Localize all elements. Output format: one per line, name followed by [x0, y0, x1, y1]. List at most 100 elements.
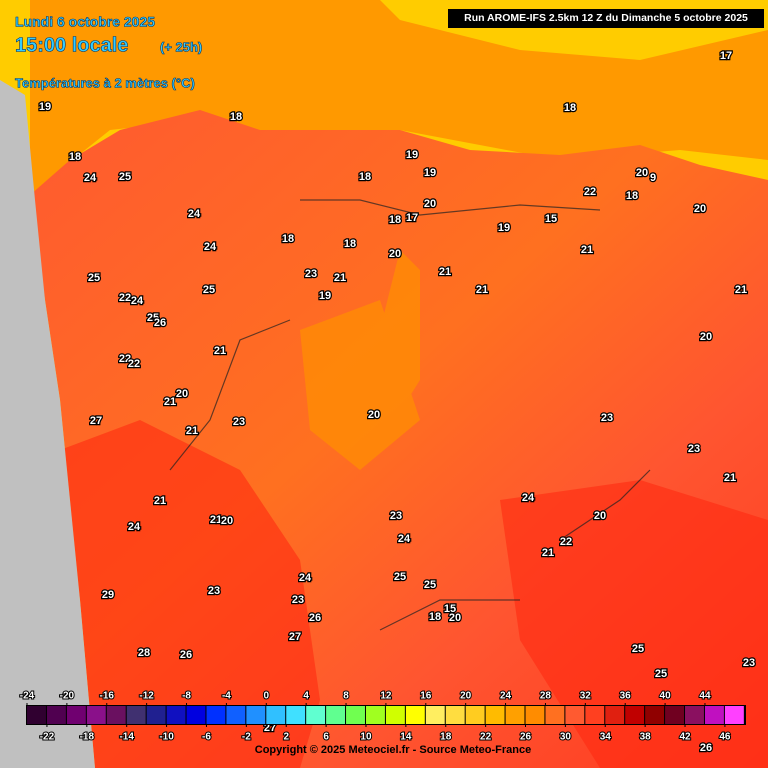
temperature-label: 21 — [154, 495, 166, 507]
colorbar-label: 20 — [460, 691, 472, 702]
colorbar-label: 6 — [323, 732, 329, 743]
field-name: Températures à 2 mètres (°C) — [15, 75, 195, 90]
forecast-time: 15:00 locale — [15, 34, 128, 56]
colorbar-label: -18 — [80, 732, 95, 743]
temperature-label: 26 — [180, 649, 192, 661]
temperature-label: 24 — [84, 172, 97, 184]
temperature-label: 22 — [584, 186, 596, 198]
temperature-label: 21 — [724, 472, 736, 484]
color-swatch — [246, 706, 266, 724]
temperature-label: 29 — [102, 589, 114, 601]
temperature-label: 21 — [476, 284, 488, 296]
temperature-label: 23 — [390, 510, 402, 522]
colorbar-label: 46 — [719, 732, 731, 743]
color-swatch — [206, 706, 226, 724]
temperature-label: 18 — [626, 190, 638, 202]
colorbar-label: 0 — [263, 691, 269, 702]
color-swatch — [286, 706, 306, 724]
temperature-label: 20 — [700, 331, 712, 343]
temperature-label: 18 — [359, 171, 371, 183]
temperature-label: 25 — [655, 668, 667, 680]
color-swatch — [385, 706, 405, 724]
colorbar-label: 44 — [699, 691, 711, 702]
temperature-label: 26 — [154, 317, 166, 329]
colorbar-label: -20 — [60, 691, 75, 702]
temperature-label: 22 — [128, 358, 140, 370]
temperature-label: 18 — [69, 151, 81, 163]
run-box — [448, 9, 764, 28]
colorbar-label: 12 — [380, 691, 392, 702]
temperature-label: 23 — [743, 657, 755, 669]
temperature-label: 21 — [186, 425, 198, 437]
color-swatch — [645, 706, 665, 724]
temperature-label: 24 — [299, 572, 312, 584]
temperature-label: 24 — [188, 208, 201, 220]
temperature-label: 19 — [498, 222, 510, 234]
colorbar-label: -12 — [139, 691, 154, 702]
temperature-label: 25 — [88, 272, 100, 284]
contour — [169, 199, 651, 631]
color-swatch — [306, 706, 326, 724]
color-swatch — [146, 706, 166, 724]
temperature-label: 20 — [594, 510, 606, 522]
color-swatch — [445, 706, 465, 724]
color-swatch — [46, 706, 66, 724]
colorbar-label: 34 — [600, 732, 612, 743]
color-swatch — [685, 706, 704, 724]
temperature-label: 17 — [406, 212, 418, 224]
temperature-label: 24 — [204, 241, 217, 253]
cool-plateau — [300, 250, 420, 470]
temperature-label: 21 — [210, 514, 222, 526]
temperature-label: 24 — [522, 492, 535, 504]
colorbar-label: 10 — [360, 732, 372, 743]
colorbar-label: 32 — [580, 691, 592, 702]
temperature-label: 26 — [700, 742, 712, 754]
temperature-label: 21 — [581, 244, 593, 256]
warm-zone — [60, 420, 768, 768]
colorbar-label: 4 — [303, 691, 309, 702]
temperature-label: 25 — [119, 171, 131, 183]
temperature-label: 17 — [720, 50, 732, 62]
temperature-label: 21 — [439, 266, 451, 278]
colorbar-label: 8 — [343, 691, 349, 702]
color-swatch — [704, 706, 724, 724]
temperature-label: 23 — [305, 268, 317, 280]
sea-warm-band — [0, 0, 768, 200]
colorbar-label: -10 — [159, 732, 174, 743]
color-swatch — [86, 706, 106, 724]
color-swatch — [266, 706, 286, 724]
temperature-label: 23 — [601, 412, 613, 424]
temperature-label: 20 — [449, 612, 461, 624]
colorbar-label: 38 — [640, 732, 652, 743]
color-swatch — [465, 706, 485, 724]
run-label: Run AROME-IFS 2.5km 12 Z du Dimanche 5 o… — [464, 12, 748, 24]
colorbar-label: -24 — [20, 691, 35, 702]
copyright: Copyright © 2025 Meteociel.fr - Source M… — [255, 744, 531, 756]
temperature-label: 23 — [688, 443, 700, 455]
temperature-label: 25 — [203, 284, 215, 296]
colorbar-label: 40 — [660, 691, 672, 702]
colorbar-label: -4 — [222, 691, 231, 702]
temperature-label: 18 — [230, 111, 242, 123]
color-swatch — [346, 706, 365, 724]
color-swatch — [405, 706, 425, 724]
forecast-date: Lundi 6 octobre 2025 — [15, 14, 155, 30]
color-swatch — [505, 706, 525, 724]
colorbar-label: 36 — [620, 691, 632, 702]
temperature-label: 24 — [131, 295, 144, 307]
temperature-label: 20 — [368, 409, 380, 421]
temperature-label: 20 — [424, 198, 436, 210]
color-swatch — [27, 706, 46, 724]
color-swatch — [126, 706, 146, 724]
color-swatch — [226, 706, 246, 724]
temperature-label: 25 — [147, 312, 159, 324]
colorbar-label: -2 — [242, 732, 251, 743]
temperature-label: 22 — [119, 292, 131, 304]
temperature-label: 20 — [221, 515, 233, 527]
colorbar-label: 18 — [440, 732, 452, 743]
colorbar-label: -22 — [40, 732, 55, 743]
color-swatch — [605, 706, 625, 724]
colorbar-label: 24 — [500, 691, 512, 702]
